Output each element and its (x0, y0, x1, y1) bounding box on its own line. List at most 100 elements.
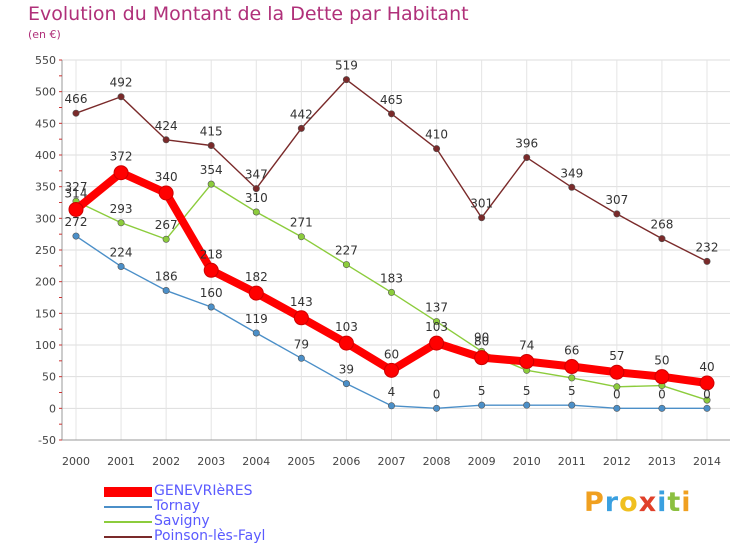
data-label: 103 (335, 320, 358, 334)
y-tick-label: 450 (35, 117, 56, 130)
data-label: 0 (658, 387, 666, 401)
y-tick-label: 150 (35, 307, 56, 320)
data-point (613, 210, 621, 218)
data-label: 465 (380, 93, 403, 107)
data-label: 60 (384, 347, 399, 361)
data-point (293, 310, 309, 326)
chart-title: Evolution du Montant de la Dette par Hab… (28, 3, 469, 25)
data-label: 57 (609, 349, 624, 363)
data-point (117, 219, 125, 227)
data-label: 327 (65, 180, 88, 194)
data-point (433, 318, 441, 326)
data-label: 160 (200, 286, 223, 300)
data-label: 424 (155, 119, 178, 133)
data-point (658, 404, 666, 412)
data-point (519, 353, 535, 369)
data-label: 396 (515, 137, 538, 151)
data-point (568, 183, 576, 191)
series-0 (68, 165, 715, 391)
data-label: 307 (605, 193, 628, 207)
proxiti-logo: Proxiti (584, 487, 692, 518)
data-point (72, 109, 80, 117)
y-tick-label: 550 (35, 54, 56, 67)
data-point (203, 262, 219, 278)
data-point (478, 214, 486, 222)
data-point (703, 257, 711, 265)
x-tick-label: 2007 (378, 455, 406, 468)
data-label: 293 (110, 202, 133, 216)
data-point (252, 208, 260, 216)
data-point (162, 235, 170, 243)
x-tick-label: 2003 (197, 455, 225, 468)
x-tick-label: 2014 (693, 455, 721, 468)
data-point (113, 165, 129, 181)
x-tick-label: 2006 (332, 455, 360, 468)
data-label: 347 (245, 168, 268, 182)
data-label: 5 (523, 384, 531, 398)
chart-subtitle: (en €) (28, 28, 61, 41)
x-tick-label: 2008 (423, 455, 451, 468)
data-point (474, 350, 490, 366)
logo-letter: o (619, 487, 639, 518)
data-point (117, 93, 125, 101)
data-label: 0 (703, 387, 711, 401)
legend-item-tornay: Tornay (104, 498, 364, 514)
data-label: 103 (425, 320, 448, 334)
logo-letter: r (604, 487, 620, 518)
data-point (342, 380, 350, 388)
data-point (568, 401, 576, 409)
legend-item-genevrieres: GENEVRIèRES (104, 483, 364, 499)
y-tick-label: 250 (35, 244, 56, 257)
x-tick-label: 2013 (648, 455, 676, 468)
data-label: 301 (470, 197, 493, 211)
y-tick-label: 300 (35, 212, 56, 225)
data-point (297, 124, 305, 132)
x-tick-label: 2004 (242, 455, 270, 468)
x-tick-label: 2012 (603, 455, 631, 468)
data-point (252, 185, 260, 193)
data-label: 314 (65, 186, 88, 200)
data-label: 66 (564, 344, 579, 358)
data-point (568, 374, 576, 382)
y-tick-label: 50 (42, 371, 56, 384)
data-point (564, 359, 580, 375)
x-tick-label: 2009 (468, 455, 496, 468)
data-label: 182 (245, 270, 268, 284)
data-label: 0 (433, 387, 441, 401)
y-tick-label: 350 (35, 181, 56, 194)
data-label: 5 (568, 384, 576, 398)
data-label: 224 (110, 245, 133, 259)
x-tick-label: 2011 (558, 455, 586, 468)
data-point (384, 362, 399, 378)
data-label: 50 (654, 354, 669, 368)
data-label: 90 (474, 330, 489, 344)
data-point (207, 180, 215, 188)
data-label: 492 (110, 76, 133, 90)
data-point (162, 287, 170, 295)
legend-item-poinson: Poinson-lès-Fayl (104, 528, 364, 544)
data-point (207, 142, 215, 150)
data-label: 143 (290, 295, 313, 309)
data-point (387, 402, 395, 410)
data-point (387, 288, 395, 296)
data-label: 349 (560, 166, 583, 180)
logo-letter: P (584, 487, 605, 518)
x-tick-label: 2000 (62, 455, 90, 468)
data-label: 183 (380, 271, 403, 285)
data-label: 40 (699, 360, 714, 374)
data-point (433, 145, 441, 153)
data-label: 218 (200, 247, 223, 261)
data-point (342, 261, 350, 269)
data-label: 232 (696, 240, 719, 254)
data-point (699, 375, 715, 391)
data-point (658, 235, 666, 243)
data-label: 4 (388, 385, 396, 399)
data-label: 268 (650, 218, 673, 232)
series-3 (72, 76, 711, 265)
data-label: 442 (290, 107, 313, 121)
data-label: 415 (200, 125, 223, 139)
data-point (523, 401, 531, 409)
data-label: 39 (339, 363, 354, 377)
logo-letter: t (667, 487, 682, 518)
